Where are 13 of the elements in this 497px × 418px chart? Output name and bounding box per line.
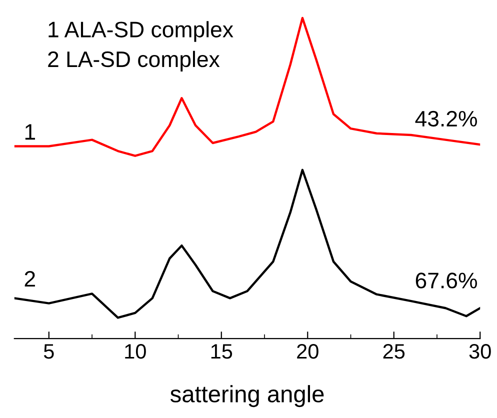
x-tick-label: 5 (44, 344, 54, 359)
annotation: 1 (25, 124, 35, 140)
annotation: 67.6% (416, 272, 477, 288)
x-tick-label: 15 (211, 344, 232, 359)
annotation: 43.2% (415, 110, 477, 127)
x-tick-label: 25 (383, 344, 405, 359)
annotation: 1 ALA-SD complex (48, 21, 234, 42)
x-tick-label: 20 (297, 344, 318, 359)
x-tick-label: 10 (125, 344, 146, 359)
x-axis-title: sattering angle (170, 385, 324, 408)
x-tick-label: 30 (469, 344, 491, 359)
annotation: 2 (24, 271, 35, 287)
annotation: 2 LA-SD complex (48, 50, 220, 72)
